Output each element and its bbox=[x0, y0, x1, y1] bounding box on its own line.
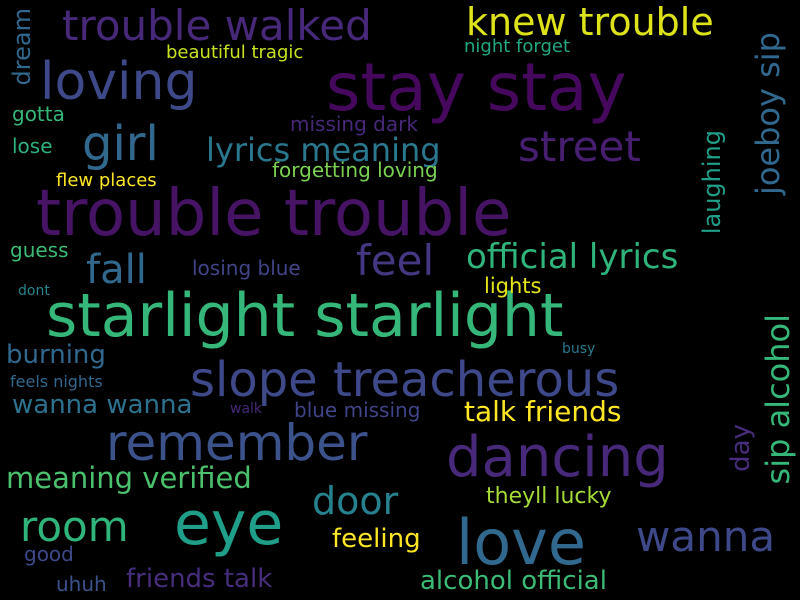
word-stay-stay: stay stay bbox=[326, 49, 627, 126]
word-friends-talk: friends talk bbox=[126, 564, 273, 594]
word-dancing: dancing bbox=[446, 425, 669, 490]
word-night-forget: night forget bbox=[464, 36, 571, 57]
word-feeling: feeling bbox=[332, 524, 421, 554]
word-wanna: wanna bbox=[636, 512, 776, 561]
word-meaning-verified: meaning verified bbox=[6, 461, 252, 495]
word-sip-alcohol: sip alcohol bbox=[759, 314, 797, 485]
word-dont: dont bbox=[18, 283, 50, 299]
word-lights: lights bbox=[484, 274, 542, 298]
word-room: room bbox=[20, 502, 129, 551]
word-starlight-starlight: starlight starlight bbox=[46, 281, 564, 351]
word-day: day bbox=[726, 424, 756, 472]
word-remember: remember bbox=[106, 414, 368, 472]
word-lose: lose bbox=[12, 134, 53, 158]
word-feel: feel bbox=[356, 236, 435, 285]
word-blue-missing: blue missing bbox=[294, 398, 421, 422]
word-trouble-trouble: trouble trouble bbox=[36, 177, 512, 251]
word-alcohol-official: alcohol official bbox=[420, 566, 607, 596]
word-busy: busy bbox=[562, 341, 596, 357]
word-laughing: laughing bbox=[698, 130, 726, 235]
word-door: door bbox=[312, 479, 399, 523]
word-slope-treacherous: slope treacherous bbox=[190, 352, 620, 408]
word-love: love bbox=[456, 506, 586, 579]
word-forgetting-loving: forgetting loving bbox=[272, 158, 438, 182]
word-joeboy-sip: joeboy sip bbox=[749, 32, 787, 196]
word-losing-blue: losing blue bbox=[192, 256, 301, 280]
word-knew-trouble: knew trouble bbox=[466, 0, 714, 44]
word-girl: girl bbox=[82, 116, 159, 172]
word-talk-friends: talk friends bbox=[464, 395, 622, 428]
word-fall: fall bbox=[86, 247, 147, 293]
word-walk: walk bbox=[230, 401, 263, 417]
word-dream: dream bbox=[8, 8, 36, 86]
word-gotta: gotta bbox=[12, 102, 65, 126]
word-missing-dark: missing dark bbox=[290, 112, 418, 136]
word-uhuh: uhuh bbox=[56, 572, 107, 596]
word-flew-places: flew places bbox=[56, 170, 157, 191]
word-wanna-wanna: wanna wanna bbox=[12, 390, 193, 420]
word-feels-nights: feels nights bbox=[10, 372, 103, 391]
word-trouble-walked: trouble walked bbox=[62, 1, 372, 50]
word-official-lyrics: official lyrics bbox=[466, 237, 679, 277]
word-loving: loving bbox=[40, 52, 198, 112]
word-good: good bbox=[24, 542, 74, 566]
word-lyrics-meaning: lyrics meaning bbox=[206, 131, 441, 169]
word-guess: guess bbox=[10, 238, 69, 262]
word-eye: eye bbox=[174, 489, 284, 559]
word-beautiful-tragic: beautiful tragic bbox=[166, 42, 304, 63]
word-theyll-lucky: theyll lucky bbox=[486, 484, 612, 509]
word-burning: burning bbox=[6, 340, 106, 370]
word-street: street bbox=[518, 122, 641, 171]
